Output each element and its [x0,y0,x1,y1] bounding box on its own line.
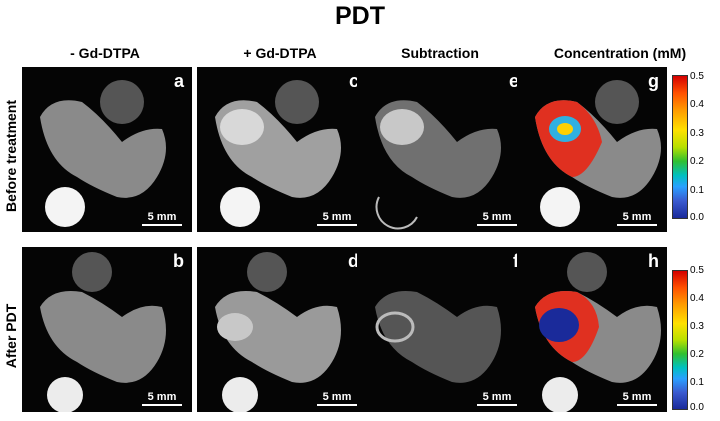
panel-letter: c [348,71,359,91]
colorbar-tick: 0.0 [690,402,704,413]
scale-bar: 5 mm [142,211,182,226]
colorbar-tick: 0.2 [690,349,704,360]
colorbar-tick: 0.3 [690,321,704,332]
mri-image-e [375,100,501,230]
mri-panel-d: d 5 mm [197,247,367,412]
figure-title: PDT [335,2,385,30]
scale-bar: 5 mm [142,391,182,406]
colorbar-tick: 0.2 [690,156,704,167]
scale-bar: 5 mm [617,211,657,226]
panel-letter: g [648,71,659,91]
column-header-minus-gd: - Gd-DTPA [70,45,140,61]
mri-image-f [375,291,501,383]
mri-panel-h: h 5 mm [517,247,667,412]
mri-panel-c: c 5 mm [197,67,367,232]
mri-image-a [40,80,166,227]
scale-bar: 5 mm [317,211,357,226]
row-header-after: After PDT [3,303,19,369]
panel-letter: e [508,71,519,91]
colorbar-tick: 0.1 [690,185,704,196]
scale-bar: 5 mm [617,391,657,406]
colorbar-tick: 0.5 [690,265,704,276]
scale-bar: 5 mm [477,391,517,406]
column-header-subtraction: Subtraction [401,45,479,61]
colorbar-tick: 0.4 [690,293,704,304]
colorbar-tick: 0.5 [690,71,704,82]
panel-letter: a [173,71,184,91]
column-header-concentration: Concentration (mM) [553,45,687,61]
colorbar-top [672,75,688,219]
scale-bar: 5 mm [317,391,357,406]
mri-image-d [215,252,341,412]
panel-letter: h [648,251,659,271]
panel-letter: d [348,251,359,271]
colorbar-tick: 0.0 [690,212,704,223]
row-header-before: Before treatment [3,99,19,213]
mri-image-b [40,252,166,412]
colorbar-tick: 0.4 [690,99,704,110]
concentration-map-g [535,80,661,227]
column-header-plus-gd: + Gd-DTPA [243,45,317,61]
panel-letter: b [173,251,184,271]
colorbar-tick: 0.3 [690,128,704,139]
mri-image-c [215,80,341,227]
mri-panel-b: b 5 mm [22,247,192,412]
concentration-map-h [535,252,661,412]
colorbar-bottom [672,270,688,410]
colorbar-tick: 0.1 [690,377,704,388]
scale-bar: 5 mm [477,211,517,226]
mri-panel-f: f 5 mm [357,247,527,412]
panel-letter: f [513,251,519,271]
mri-panel-a: a 5 mm [22,67,192,232]
mri-panel-g: g 5 mm [517,67,667,232]
mri-panel-e: e 5 mm [357,67,527,232]
